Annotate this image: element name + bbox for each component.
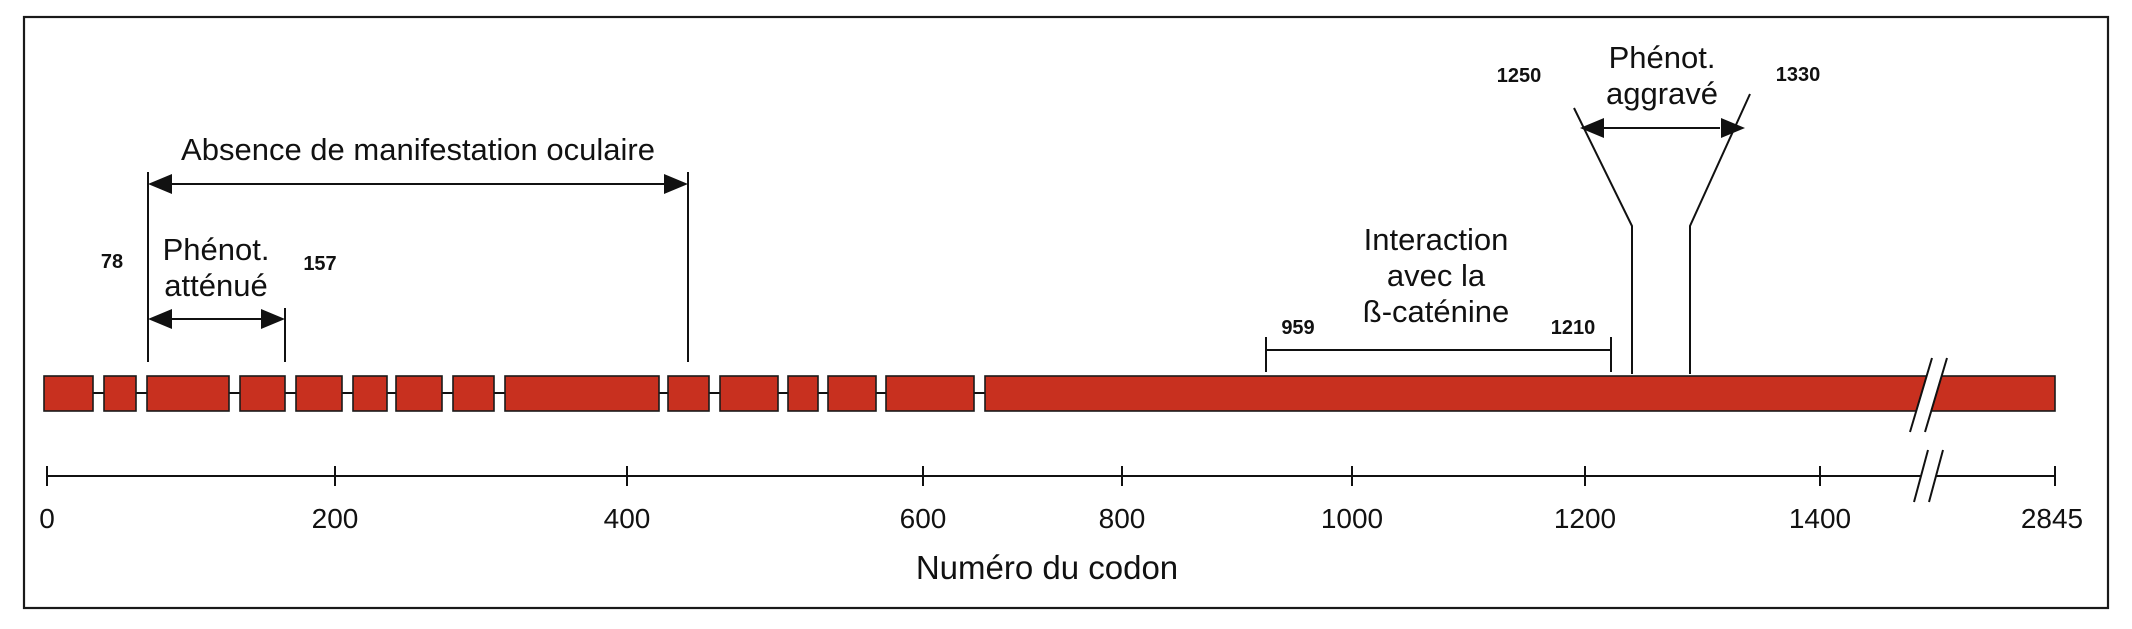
arrowhead bbox=[1721, 118, 1745, 138]
exon-12 bbox=[787, 375, 819, 412]
axis-tick-label: 200 bbox=[312, 503, 359, 534]
no-ocular-region: Absence de manifestation oculaire bbox=[147, 132, 689, 362]
attenuated-label-line1: Phénot. bbox=[163, 232, 270, 267]
attenuated-start-codon: 78 bbox=[101, 251, 123, 273]
funnel-right bbox=[1689, 93, 1751, 374]
arrowhead bbox=[664, 174, 688, 194]
exon-1 bbox=[43, 375, 94, 412]
catenin-label-line1: Interaction bbox=[1364, 222, 1509, 257]
axis-break-mark bbox=[1913, 449, 1929, 503]
exon-14 bbox=[885, 375, 975, 412]
axis-tick-label: 2845 bbox=[2021, 503, 2083, 534]
funnel-left bbox=[1573, 107, 1633, 374]
exon-15 bbox=[984, 375, 2056, 412]
gene-break-mark bbox=[1909, 357, 1948, 433]
exon-6 bbox=[352, 375, 388, 412]
exon-11 bbox=[719, 375, 779, 412]
axis-tick-label: 1400 bbox=[1789, 503, 1851, 534]
exon-4 bbox=[239, 375, 286, 412]
axis-tick-label: 1200 bbox=[1554, 503, 1616, 534]
axis-tick-label: 1000 bbox=[1321, 503, 1383, 534]
severe-start-codon: 1250 bbox=[1497, 65, 1542, 87]
exon-13 bbox=[827, 375, 877, 412]
axis-tick-label: 0 bbox=[39, 503, 55, 534]
severe-region: Phénot. aggravé 1250 1330 bbox=[1497, 40, 1821, 374]
exon-track bbox=[43, 375, 2056, 412]
arrowhead bbox=[148, 174, 172, 194]
catenin-end-codon: 1210 bbox=[1551, 317, 1596, 339]
catenin-label-line3: ß-caténine bbox=[1363, 294, 1509, 329]
exon-8 bbox=[452, 375, 495, 412]
attenuated-end-codon: 157 bbox=[303, 253, 336, 275]
exon-2 bbox=[103, 375, 137, 412]
axis-tick-label: 400 bbox=[604, 503, 651, 534]
exon-5 bbox=[295, 375, 343, 412]
arrowhead bbox=[148, 309, 172, 329]
figure-border bbox=[22, 15, 2110, 610]
axis-break-mark bbox=[1928, 449, 1944, 503]
exon-7 bbox=[395, 375, 443, 412]
attenuated-region: Phénot. atténué 78 157 bbox=[101, 232, 337, 362]
attenuated-label-line2: atténué bbox=[164, 268, 267, 303]
arrowhead bbox=[261, 309, 285, 329]
severe-label-line2: aggravé bbox=[1606, 76, 1718, 111]
catenin-start-codon: 959 bbox=[1281, 317, 1314, 339]
exon-10 bbox=[667, 375, 710, 412]
codon-axis: 0 200 400 600 800 1000 1200 1400 2845 Nu… bbox=[39, 449, 2083, 586]
axis-tick-label: 800 bbox=[1099, 503, 1146, 534]
axis-title: Numéro du codon bbox=[916, 549, 1178, 586]
axis-tick-label: 600 bbox=[900, 503, 947, 534]
no-ocular-label: Absence de manifestation oculaire bbox=[181, 132, 655, 167]
severe-label-line1: Phénot. bbox=[1609, 40, 1716, 75]
exon-9 bbox=[504, 375, 660, 412]
catenin-interaction-region: Interaction avec la ß-caténine 959 1210 bbox=[1265, 222, 1612, 372]
severe-end-codon: 1330 bbox=[1776, 64, 1821, 86]
exon-3 bbox=[146, 375, 230, 412]
catenin-label-line2: avec la bbox=[1387, 258, 1486, 293]
arrowhead bbox=[1580, 118, 1604, 138]
